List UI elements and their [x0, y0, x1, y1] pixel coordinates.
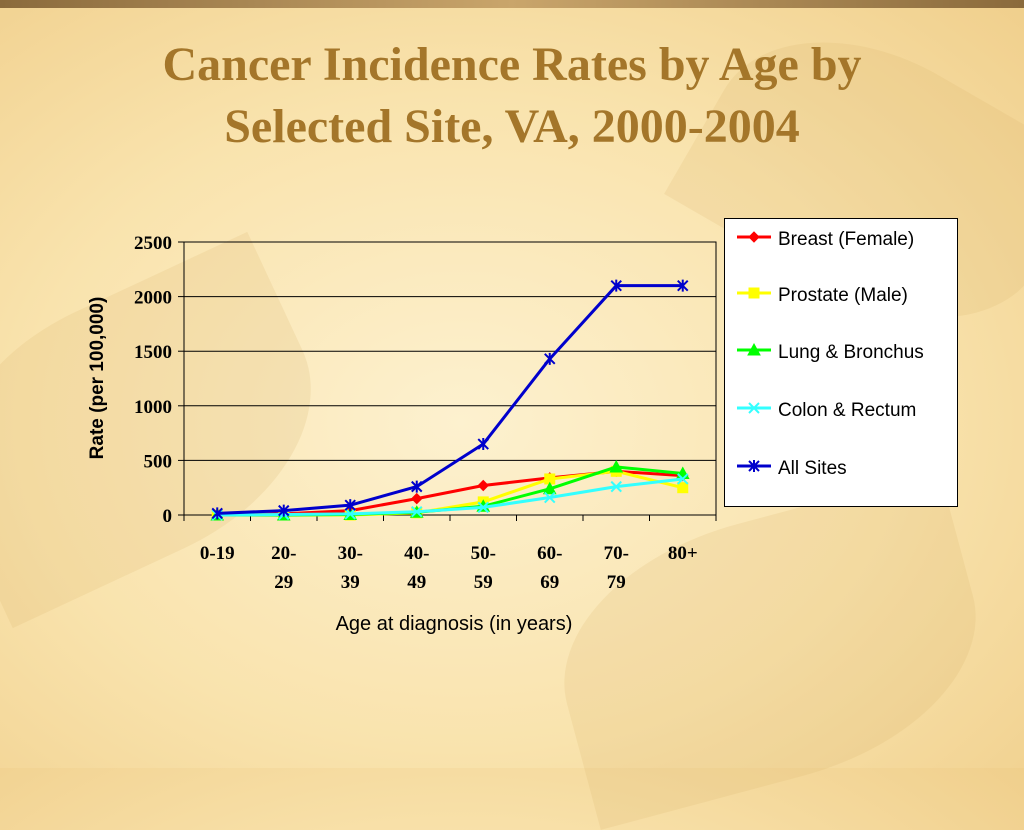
x-tick-label-line: 80+ [668, 543, 698, 564]
data-point [344, 499, 356, 512]
data-point [477, 479, 489, 492]
legend-label: Prostate (Male) [778, 285, 908, 306]
x-tick-label-line: 49 [407, 572, 426, 593]
data-point [609, 459, 624, 473]
series-4 [211, 279, 689, 520]
legend-swatch [737, 402, 771, 414]
data-point [278, 504, 290, 517]
data-point [544, 491, 556, 504]
legend-swatch-marker [748, 402, 760, 414]
data-point [477, 501, 489, 514]
x-tick-label: 20-29 [271, 543, 296, 593]
x-tick-label-line: 70- [604, 543, 629, 564]
x-tick-label: 80+ [668, 543, 698, 564]
legend-swatch-marker [748, 287, 760, 299]
series-3 [211, 473, 689, 521]
legend-swatch [737, 460, 771, 472]
data-point [677, 473, 689, 485]
legend-swatch [737, 231, 771, 243]
slide-title: Cancer Incidence Rates by Age by Selecte… [0, 34, 1024, 158]
data-point [544, 352, 556, 365]
x-tick-label-line: 20- [271, 543, 296, 564]
y-tick-label: 1000 [134, 397, 172, 418]
chart-legend: Breast (Female) Prostate (Male) Lung & Bro… [724, 218, 958, 507]
x-tick-label: 0-19 [200, 543, 235, 564]
x-tick-label-line: 60- [537, 543, 562, 564]
x-tick-label: 60-69 [537, 543, 562, 593]
data-point [411, 492, 423, 505]
data-point [610, 480, 622, 493]
data-point [542, 481, 557, 495]
x-tick-label: 70-79 [604, 543, 629, 593]
legend-label: Colon & Rectum [778, 400, 917, 421]
x-axis-label: Age at diagnosis (in years) [336, 613, 573, 635]
data-point [211, 507, 223, 520]
legend-swatch [737, 342, 771, 356]
x-tick-label: 30-39 [338, 543, 363, 593]
data-point [411, 506, 423, 518]
legend-label: Lung & Bronchus [778, 342, 924, 363]
series-line [217, 477, 683, 517]
legend-swatch-marker [747, 342, 761, 356]
x-tick-label-line: 69 [540, 572, 559, 593]
y-tick-label: 2500 [134, 233, 172, 254]
title-line-1: Cancer Incidence Rates by Age by [162, 38, 862, 91]
x-tick-label-line: 59 [474, 572, 493, 593]
x-tick-label-line: 40- [404, 543, 429, 564]
x-tick-label: 50-59 [471, 543, 496, 593]
series-line [217, 284, 683, 515]
y-tick-label: 0 [163, 506, 173, 527]
y-tick-label: 500 [144, 451, 173, 472]
x-tick-label-line: 50- [471, 543, 496, 564]
legend-swatch [737, 287, 771, 299]
x-tick-label-line: 39 [341, 572, 360, 593]
x-tick-label-line: 30- [338, 543, 363, 564]
data-point [610, 279, 622, 292]
x-tick-label-line: 79 [607, 572, 626, 593]
legend-swatch-marker [748, 231, 760, 243]
title-line-2: Selected Site, VA, 2000-2004 [224, 100, 800, 153]
y-tick-label: 2000 [134, 288, 172, 309]
x-tick-label-line: 29 [274, 572, 293, 593]
legend-label: All Sites [778, 458, 847, 479]
x-tick-label-line: 0-19 [200, 543, 235, 564]
data-point [477, 438, 489, 451]
legend-swatch-marker [748, 460, 760, 472]
data-point [344, 508, 356, 520]
x-tick-label: 40-49 [404, 543, 429, 593]
data-point [677, 482, 689, 494]
y-axis-label: Rate (per 100,000) [87, 297, 108, 460]
legend-label: Breast (Female) [778, 229, 915, 250]
top-band [0, 0, 1024, 8]
data-point [411, 480, 423, 493]
data-point [677, 279, 689, 292]
y-tick-label: 1500 [134, 342, 172, 363]
